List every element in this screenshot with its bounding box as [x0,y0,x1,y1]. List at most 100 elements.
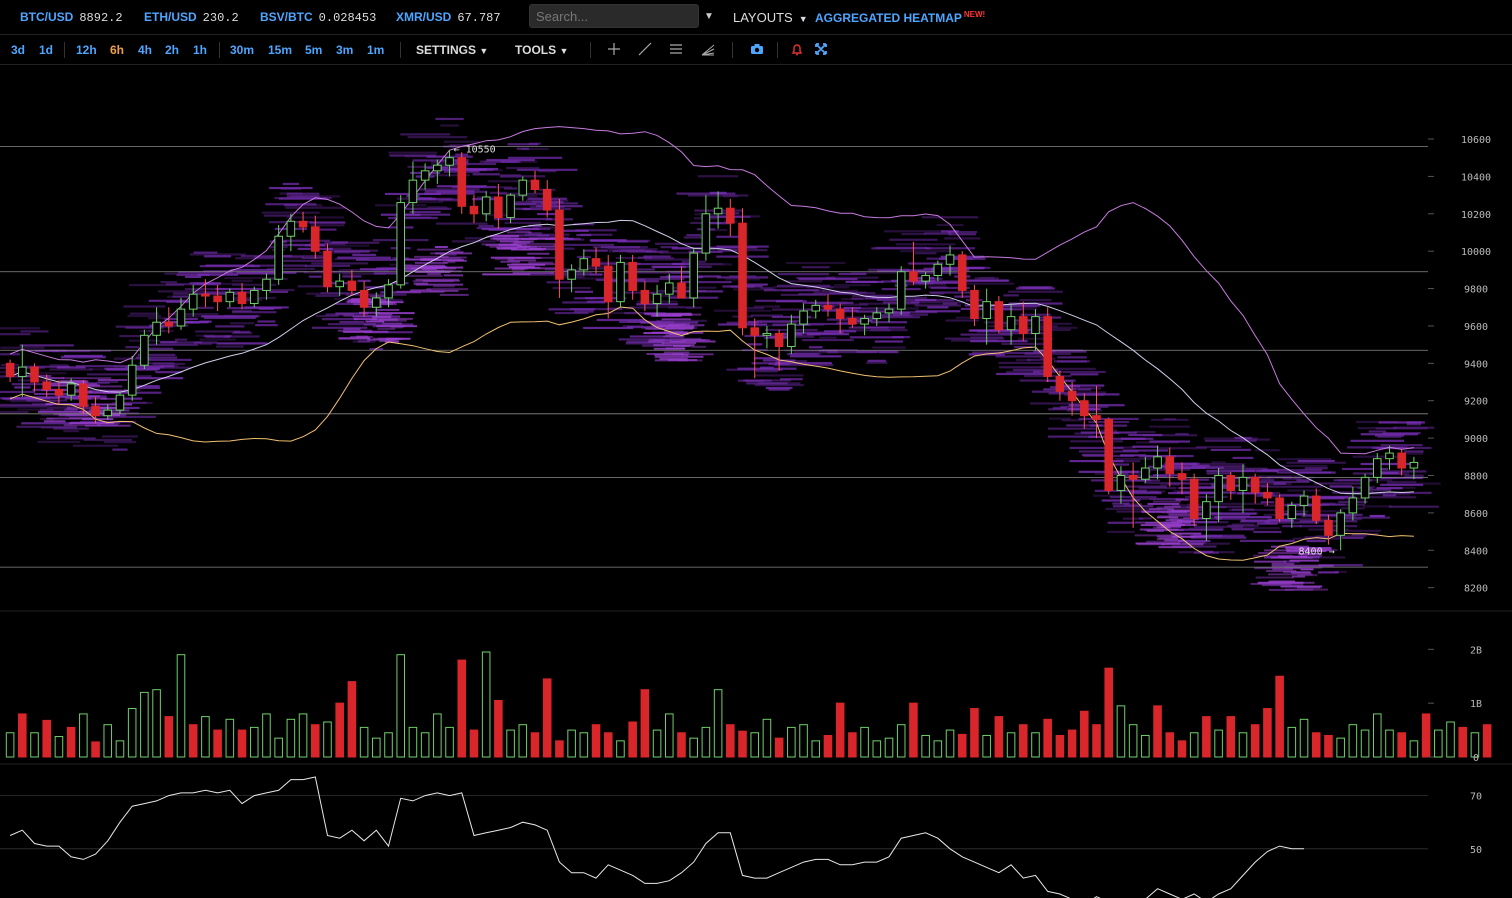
heatmap-cell [266,267,315,271]
heatmap-cell [507,156,563,159]
heatmap-cell [909,280,966,283]
heatmap-cell [199,338,236,341]
heatmap-cell [97,380,119,383]
timeframe-15m[interactable]: 15m [268,43,293,57]
heatmap-cell [834,307,896,310]
search-input[interactable] [529,4,699,28]
timeframe-12h[interactable]: 12h [76,43,97,57]
heatmap-cell [1062,370,1106,374]
heatmap-cell [436,270,454,273]
heatmap-cell [1146,540,1182,543]
timeframe-1d[interactable]: 1d [39,43,54,57]
heatmap-cell [1284,566,1323,569]
heatmap-cell [506,231,532,234]
candle-body [323,250,332,288]
timeframe-1h[interactable]: 1h [193,43,208,57]
heatmap-cell [125,346,139,349]
chevron-down-icon[interactable]: ▼ [704,11,714,22]
heatmap-cell [119,334,146,338]
heatmap-cell [282,182,299,186]
candle-body [1104,418,1114,491]
timeframe-1m[interactable]: 1m [367,43,385,57]
heatmap-cell [604,311,637,315]
candle-body [201,293,210,297]
volume-bar [750,732,760,758]
ticker-btc[interactable]: BTC/USD 8892.2 [20,10,123,25]
axis-tick-label: 8400 [1464,546,1488,557]
heatmap-cell [414,255,449,258]
chart-area[interactable]: 8200 8400 8600 8800 9000 9200 9400 9600 9800 1000… [0,65,1512,898]
heatmap-cell [646,353,684,356]
heatmap-cell [761,320,798,324]
candle-body [701,213,711,254]
timeframe-3m[interactable]: 3m [336,43,354,57]
heatmap-cell [1271,564,1288,567]
timeframe-30m[interactable]: 30m [230,43,255,57]
heatmap-cell [115,325,174,328]
heatmap-cell [1371,446,1432,450]
heatmap-cell [353,318,378,321]
aggregated-heatmap-link[interactable]: AGGREGATED HEATMAP NEW! [815,10,985,25]
candle-body [567,269,576,280]
fib-fan-icon[interactable] [699,40,717,58]
heatmap-cell [223,314,261,317]
timeframe-4h[interactable]: 4h [138,43,153,57]
heatmap-cell [629,335,685,338]
heatmap-cell [343,330,373,333]
heatmap-cell [822,289,858,292]
heatmap-cell [20,330,49,333]
volume-bar [848,732,857,758]
ticker-xmr[interactable]: XMR/USD 67.787 [396,10,501,25]
alert-bell-icon[interactable] [788,40,806,58]
trendline-icon[interactable] [636,40,654,58]
heatmap-cell [856,350,898,353]
crosshair-icon[interactable] [605,40,623,58]
heatmap-cell [1048,367,1096,370]
heatmap-cell [337,329,373,332]
heatmap-cell [1156,535,1179,538]
heatmap-cell [159,364,179,367]
heatmap-cell [1228,508,1282,512]
candle-body [738,222,747,329]
heatmap-cell [870,329,908,332]
heatmap-cell [1277,518,1331,521]
timeframe-5m[interactable]: 5m [305,43,323,57]
ticker-bsv[interactable]: BSV/BTC 0.028453 [260,10,376,25]
timeframe-3d[interactable]: 3d [11,43,26,57]
heatmap-cell [615,256,675,260]
heatmap-cell [1333,479,1373,482]
axis-tick-label: 9400 [1464,359,1488,370]
settings-menu[interactable]: SETTINGS ▼ [416,43,488,57]
heatmap-cell [875,246,928,249]
volume-bar [1458,726,1468,758]
heatmap-cell [306,292,349,295]
heatmap-cell [773,285,834,289]
heatmap-cell [427,272,441,275]
heatmap-cell [443,274,464,277]
fullscreen-icon[interactable] [812,40,830,58]
heatmap-cell [644,258,695,261]
tools-menu[interactable]: TOOLS ▼ [515,43,568,57]
volume-bar [591,724,601,758]
heatmap-cell [1138,487,1177,490]
heatmap-cell [430,266,464,269]
heatmap-cell [88,389,103,392]
volume-bar [286,718,296,758]
heatmap-cell [688,262,724,266]
ticker-eth[interactable]: ETH/USD 230.2 [144,10,239,25]
heatmap-cell [318,251,361,254]
heatmap-cell [516,245,561,248]
heatmap-cell [1406,423,1422,426]
heatmap-cell [84,424,131,427]
heatmap-cell [1112,463,1130,466]
heatmap-cell [372,316,392,319]
axis-tick-label: 8800 [1464,472,1488,483]
candle-body [1311,495,1321,521]
timeframe-2h[interactable]: 2h [165,43,180,57]
horizontal-lines-icon[interactable] [667,40,685,58]
camera-icon[interactable] [748,40,766,58]
layouts-menu[interactable]: LAYOUTS ▼ [733,10,808,25]
heatmap-cell [1026,358,1045,361]
heatmap-cell [469,169,503,172]
timeframe-6h[interactable]: 6h [110,43,125,57]
